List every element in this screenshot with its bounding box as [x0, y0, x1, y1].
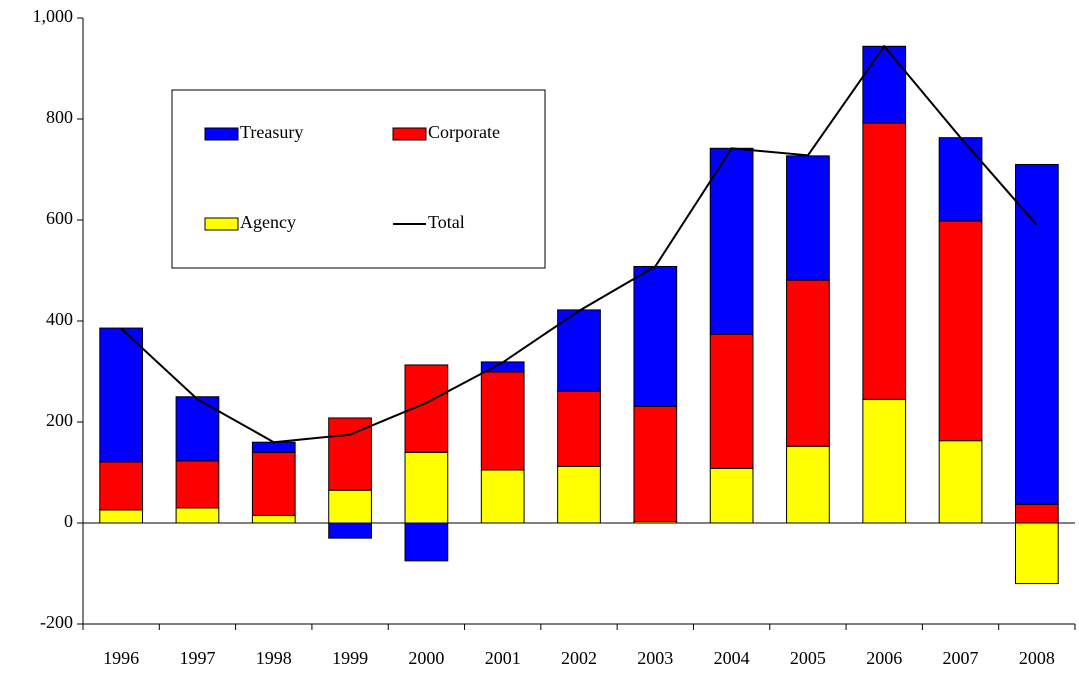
x-tick-label: 2005: [790, 648, 826, 668]
y-tick-label: 800: [46, 107, 73, 127]
bar: [328, 489, 372, 524]
bar: [99, 509, 144, 524]
x-tick-label: 2002: [561, 648, 597, 668]
y-tick-label: 200: [46, 410, 73, 430]
bar: [99, 461, 144, 511]
bar: [251, 514, 296, 524]
x-tick-label: 2008: [1019, 648, 1055, 668]
bar: [1014, 503, 1059, 524]
bar: [709, 467, 754, 524]
legend-label: Total: [428, 212, 465, 232]
bar: [251, 451, 296, 516]
bar: [175, 396, 220, 462]
bar: [938, 137, 983, 222]
legend-swatch: [204, 127, 239, 141]
bar: [404, 364, 449, 453]
bar: [480, 469, 525, 524]
bar: [786, 279, 830, 447]
x-tick-label: 2001: [485, 648, 521, 668]
y-tick-label: 0: [64, 511, 73, 531]
x-tick-label: 1998: [256, 648, 292, 668]
total-line: [120, 44, 1038, 444]
bar: [709, 333, 754, 469]
bar: [404, 451, 449, 524]
bar: [175, 507, 220, 524]
bar: [328, 417, 372, 491]
bar: [557, 390, 601, 467]
y-tick-label: -200: [40, 612, 73, 632]
x-tick-label: 2004: [714, 648, 750, 668]
x-tick-label: 2006: [866, 648, 902, 668]
bar: [557, 465, 601, 524]
bar: [709, 147, 754, 335]
bar: [1014, 163, 1059, 505]
legend-label: Treasury: [240, 122, 303, 142]
bar: [633, 405, 678, 522]
bar: [938, 220, 983, 442]
bar: [633, 265, 678, 407]
bar: [557, 309, 601, 392]
x-tick-label: 2007: [943, 648, 979, 668]
bar: [1014, 522, 1059, 585]
legend-box: [171, 89, 546, 269]
x-tick-label: 1996: [103, 648, 139, 668]
bar: [938, 440, 983, 524]
bar: [328, 522, 372, 539]
x-tick-label: 2000: [408, 648, 444, 668]
x-tick-label: 2003: [637, 648, 673, 668]
bar: [175, 460, 220, 509]
x-tick-label: 1997: [179, 648, 215, 668]
legend-swatch: [392, 127, 427, 141]
bar: [862, 45, 907, 124]
legend-label: Agency: [240, 212, 296, 232]
legend-label: Corporate: [428, 122, 500, 142]
y-tick-label: 600: [46, 208, 73, 228]
y-tick-label: 1,000: [33, 6, 74, 26]
y-tick-label: 400: [46, 309, 73, 329]
bar: [786, 445, 830, 524]
bar: [786, 155, 830, 281]
bar: [99, 327, 144, 463]
bar: [862, 398, 907, 524]
bar: [251, 441, 296, 453]
legend-swatch: [204, 217, 239, 231]
bar: [404, 522, 449, 562]
bar: [480, 371, 525, 471]
bar: [862, 122, 907, 400]
x-tick-label: 1999: [332, 648, 368, 668]
